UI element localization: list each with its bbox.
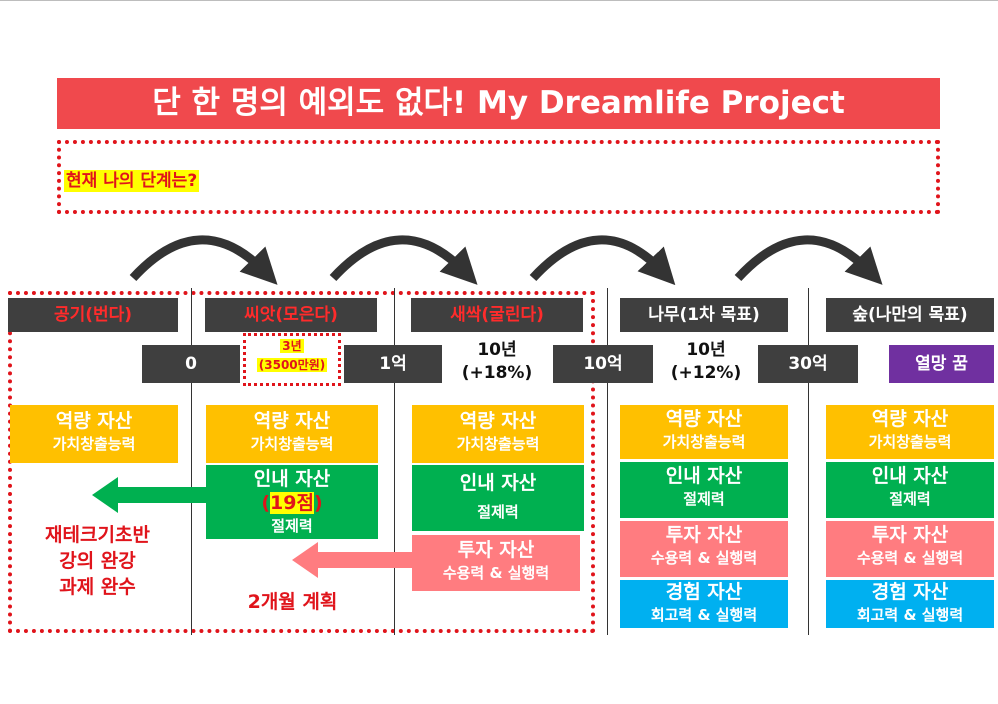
card-subtitle: 절제력	[271, 517, 313, 535]
period-2-rate: (+18%)	[461, 363, 533, 383]
tree-experience-card: 경험 자산 회고력 & 실행력	[620, 580, 788, 628]
salmon-left-arrow	[292, 542, 412, 578]
column-divider-3	[607, 288, 608, 635]
period-1-amount: (3500만원)	[256, 358, 328, 372]
card-subtitle: 가치창출능력	[662, 433, 746, 451]
period-1: 3년 (3500만원)	[246, 337, 338, 375]
stage-air: 공기(번다)	[8, 298, 178, 332]
top-divider	[0, 0, 998, 1]
plan-note: 2개월 계획	[247, 591, 338, 613]
card-title: 역량 자산	[459, 410, 537, 432]
card-subtitle: 절제력	[889, 490, 931, 508]
money-10: 10억	[553, 345, 653, 383]
card-subtitle: 수용력 & 실행력	[442, 564, 550, 582]
card-title: 역량 자산	[253, 410, 331, 432]
arrow-curve-4	[734, 235, 883, 285]
air-capability-card: 역량 자산 가치창출능력	[10, 405, 178, 463]
period-3-rate: (+12%)	[670, 363, 742, 383]
patience-score-value: 19점	[270, 492, 314, 514]
question-box	[57, 140, 940, 214]
green-left-arrow	[92, 477, 208, 513]
card-subtitle: 절제력	[477, 503, 519, 521]
period-3: 10년 (+12%)	[656, 339, 756, 385]
card-subtitle: 가치창출능력	[456, 435, 540, 453]
stage-sprout: 새싹(굴린다)	[411, 298, 583, 332]
sprout-capability-card: 역량 자산 가치창출능력	[412, 405, 584, 463]
period-1-years: 3년	[280, 339, 304, 353]
forest-patience-card: 인내 자산 절제력	[826, 462, 994, 518]
question-label: 현재 나의 단계는?	[64, 170, 200, 192]
column-divider-1	[191, 288, 192, 635]
current-period-box	[243, 333, 341, 386]
left-task-note: 재테크기초반 강의 완강 과제 완수	[45, 524, 150, 598]
stage-arrows	[129, 235, 883, 286]
seed-patience-card: 인내 자산 (19점) 절제력	[206, 465, 378, 539]
stage-forest: 숲(나만의 목표)	[826, 298, 994, 332]
card-subtitle: 회고력 & 실행력	[650, 606, 758, 624]
card-subtitle: 가치창출능력	[868, 433, 952, 451]
card-title: 역량 자산	[55, 410, 133, 432]
period-2: 10년 (+18%)	[447, 339, 547, 385]
column-divider-2	[394, 288, 395, 635]
forest-capability-card: 역량 자산 가치창출능력	[826, 405, 994, 459]
money-30: 30억	[758, 345, 858, 383]
card-title: 인내 자산	[253, 468, 331, 490]
stage-seed: 씨앗(모은다)	[205, 298, 377, 332]
card-subtitle: 가치창출능력	[52, 435, 136, 453]
card-subtitle: 수용력 & 실행력	[856, 549, 964, 567]
sprout-patience-card: 인내 자산 절제력	[412, 465, 584, 531]
card-title: 인내 자산	[665, 465, 743, 487]
card-title: 인내 자산	[871, 465, 949, 487]
column-divider-4	[808, 288, 809, 635]
forest-experience-card: 경험 자산 회고력 & 실행력	[826, 580, 994, 628]
seed-capability-card: 역량 자산 가치창출능력	[206, 405, 378, 463]
tree-investment-card: 투자 자산 수용력 & 실행력	[620, 521, 788, 577]
arrow-curve-1	[129, 235, 278, 285]
card-title: 인내 자산	[459, 472, 537, 494]
card-title: 투자 자산	[871, 524, 949, 546]
card-title: 역량 자산	[665, 408, 743, 430]
arrow-curve-2	[329, 235, 478, 285]
money-1: 1억	[344, 345, 442, 383]
sprout-investment-card: 투자 자산 수용력 & 실행력	[412, 535, 580, 591]
card-title: 투자 자산	[457, 539, 535, 561]
arrow-curve-3	[529, 235, 676, 286]
card-title: 역량 자산	[871, 408, 949, 430]
patience-score: (19점)	[261, 492, 323, 514]
tree-patience-card: 인내 자산 절제력	[620, 462, 788, 518]
card-subtitle: 절제력	[683, 490, 725, 508]
tree-capability-card: 역량 자산 가치창출능력	[620, 405, 788, 459]
dream-badge: 열망 꿈	[889, 345, 994, 383]
period-2-years: 10년	[477, 340, 517, 360]
card-subtitle: 회고력 & 실행력	[856, 606, 964, 624]
card-title: 투자 자산	[665, 524, 743, 546]
card-title: 경험 자산	[871, 581, 949, 603]
card-title: 경험 자산	[665, 581, 743, 603]
period-3-years: 10년	[686, 340, 726, 360]
card-subtitle: 가치창출능력	[250, 435, 334, 453]
money-0: 0	[142, 345, 240, 383]
card-subtitle: 수용력 & 실행력	[650, 549, 758, 567]
forest-investment-card: 투자 자산 수용력 & 실행력	[826, 521, 994, 577]
stage-tree: 나무(1차 목표)	[620, 298, 788, 332]
page-title-banner: 단 한 명의 예외도 없다! My Dreamlife Project	[57, 78, 940, 129]
